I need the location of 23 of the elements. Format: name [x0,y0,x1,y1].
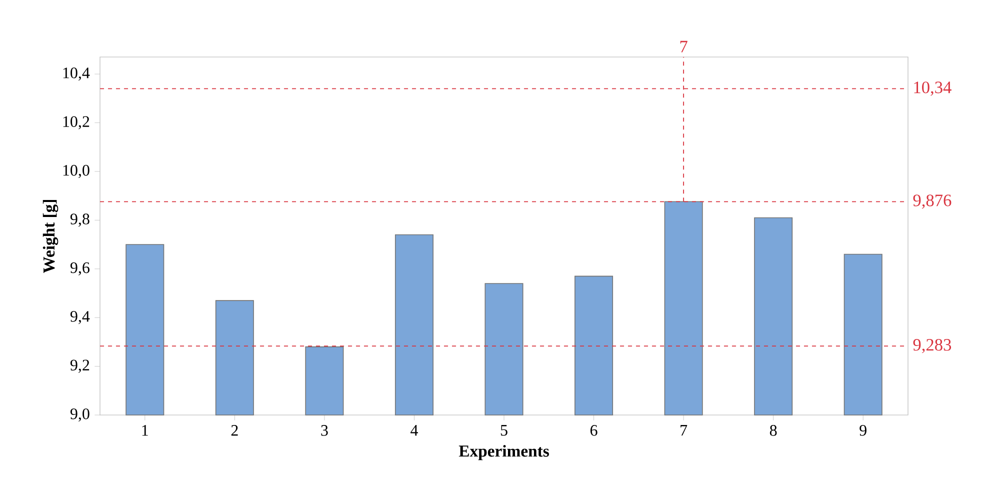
y-tick-label: 9,0 [70,408,90,422]
x-tick-label: 4 [410,425,418,436]
x-tick-label: 8 [770,425,777,436]
ref-line-label: 10,34 [914,82,952,96]
x-tick-label: 7 [680,425,688,436]
y-tick-label: 9,8 [70,214,90,227]
y-tick-label: 9,4 [70,311,90,324]
y-tick-label: 10,2 [63,116,90,130]
y-tick-label: 10,0 [63,164,90,178]
ref-line-label: 9,283 [913,338,952,354]
x-tick-label: 3 [321,425,328,436]
x-tick-label: 2 [231,425,238,436]
y-tick-label: 10,4 [63,67,90,81]
x-tick-label: 9 [860,425,866,436]
y-tick-label: 9,2 [70,360,90,373]
x-tick-label: 6 [590,425,598,436]
ref-line-label: 7 [680,40,688,52]
ref-line-label: 9,876 [913,194,952,209]
x-axis-title: Experiments [458,444,549,460]
x-tick-label: 5 [500,425,508,436]
y-axis-title: Weight [g] [42,200,58,274]
x-tick-label: 1 [142,425,148,436]
y-tick-label: 9,6 [70,262,90,276]
